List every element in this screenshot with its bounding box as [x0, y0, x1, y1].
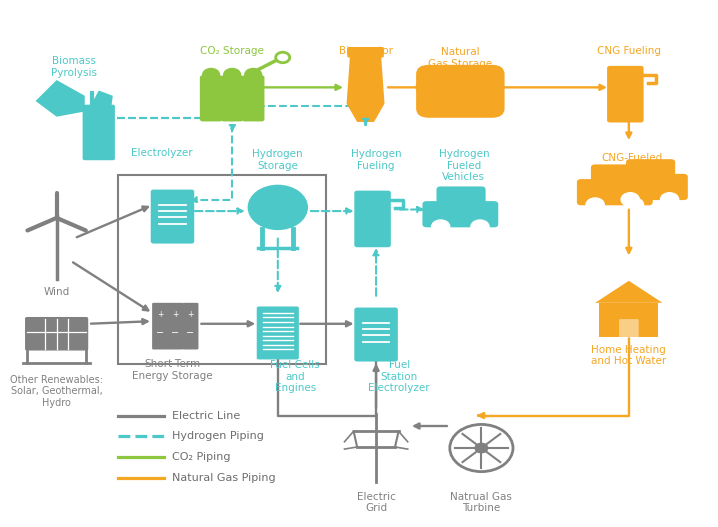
- FancyBboxPatch shape: [152, 303, 168, 349]
- Polygon shape: [36, 80, 85, 116]
- Text: Hydrogen
Fueled
Vehicles: Hydrogen Fueled Vehicles: [439, 149, 489, 182]
- FancyBboxPatch shape: [600, 303, 658, 337]
- Circle shape: [586, 198, 605, 212]
- FancyBboxPatch shape: [577, 179, 653, 206]
- Text: CO₂ Piping: CO₂ Piping: [172, 453, 231, 463]
- Polygon shape: [347, 54, 385, 122]
- FancyBboxPatch shape: [612, 174, 688, 200]
- FancyBboxPatch shape: [422, 201, 498, 227]
- Text: Hydrogen
Fueling: Hydrogen Fueling: [351, 149, 401, 171]
- FancyBboxPatch shape: [591, 164, 640, 186]
- FancyBboxPatch shape: [83, 105, 115, 160]
- FancyBboxPatch shape: [257, 307, 299, 359]
- FancyBboxPatch shape: [619, 319, 639, 338]
- Text: Fuel
Station
Electrolyzer: Fuel Station Electrolyzer: [368, 360, 430, 393]
- Circle shape: [475, 443, 488, 453]
- Text: −: −: [156, 328, 164, 338]
- Text: Other Renewables:
Solar, Geothermal,
Hydro: Other Renewables: Solar, Geothermal, Hyd…: [10, 375, 103, 408]
- Circle shape: [224, 69, 241, 81]
- Text: Natural Gas Piping: Natural Gas Piping: [172, 473, 276, 483]
- Text: CO₂ Storage: CO₂ Storage: [200, 46, 264, 56]
- Circle shape: [248, 186, 307, 229]
- Circle shape: [625, 198, 643, 212]
- Text: Short-Term
Energy Storage: Short-Term Energy Storage: [132, 359, 213, 380]
- Text: +: +: [365, 299, 373, 309]
- FancyBboxPatch shape: [221, 75, 243, 121]
- Text: +: +: [157, 310, 164, 319]
- FancyBboxPatch shape: [167, 303, 183, 349]
- Text: +: +: [187, 310, 194, 319]
- Circle shape: [202, 69, 220, 81]
- Circle shape: [432, 220, 449, 233]
- Text: Electric Line: Electric Line: [172, 411, 241, 421]
- Text: CNG-Fueled
Vehicles: CNG-Fueled Vehicles: [602, 153, 663, 175]
- Text: Electrolyzer: Electrolyzer: [131, 148, 192, 158]
- Text: Natrual Gas
Turbine: Natrual Gas Turbine: [450, 492, 513, 513]
- FancyBboxPatch shape: [437, 187, 485, 208]
- Circle shape: [621, 193, 640, 207]
- Text: +: +: [172, 310, 178, 319]
- FancyBboxPatch shape: [182, 303, 198, 349]
- FancyBboxPatch shape: [607, 66, 643, 122]
- Polygon shape: [85, 91, 113, 122]
- Text: Hydrogen
Storage: Hydrogen Storage: [253, 149, 303, 171]
- Text: −: −: [186, 328, 195, 338]
- Circle shape: [661, 193, 679, 207]
- Text: Home Heating
and Hot Water: Home Heating and Hot Water: [591, 345, 666, 366]
- FancyBboxPatch shape: [151, 190, 195, 243]
- FancyBboxPatch shape: [242, 75, 264, 121]
- FancyBboxPatch shape: [626, 159, 675, 180]
- Text: −: −: [174, 180, 185, 193]
- FancyBboxPatch shape: [416, 65, 505, 118]
- Text: Natural
Gas Storage: Natural Gas Storage: [428, 47, 493, 69]
- FancyBboxPatch shape: [354, 308, 398, 362]
- FancyBboxPatch shape: [354, 191, 391, 247]
- Text: CNG Fueling: CNG Fueling: [597, 46, 661, 56]
- Text: Bioreactor: Bioreactor: [339, 46, 393, 56]
- Text: Electric
Grid: Electric Grid: [357, 492, 396, 513]
- Text: Hydrogen Piping: Hydrogen Piping: [172, 432, 264, 442]
- FancyBboxPatch shape: [25, 317, 88, 350]
- FancyBboxPatch shape: [200, 75, 223, 121]
- Polygon shape: [595, 281, 663, 303]
- Text: +: +: [162, 181, 169, 191]
- Text: Wind: Wind: [44, 287, 70, 297]
- Text: −: −: [378, 298, 388, 311]
- FancyBboxPatch shape: [348, 47, 384, 57]
- Circle shape: [245, 69, 261, 81]
- Text: Biomass
Pyrolysis: Biomass Pyrolysis: [51, 56, 97, 78]
- Text: Fuel Cells
and
Engines: Fuel Cells and Engines: [271, 360, 320, 393]
- Text: −: −: [171, 328, 179, 338]
- Circle shape: [471, 220, 489, 233]
